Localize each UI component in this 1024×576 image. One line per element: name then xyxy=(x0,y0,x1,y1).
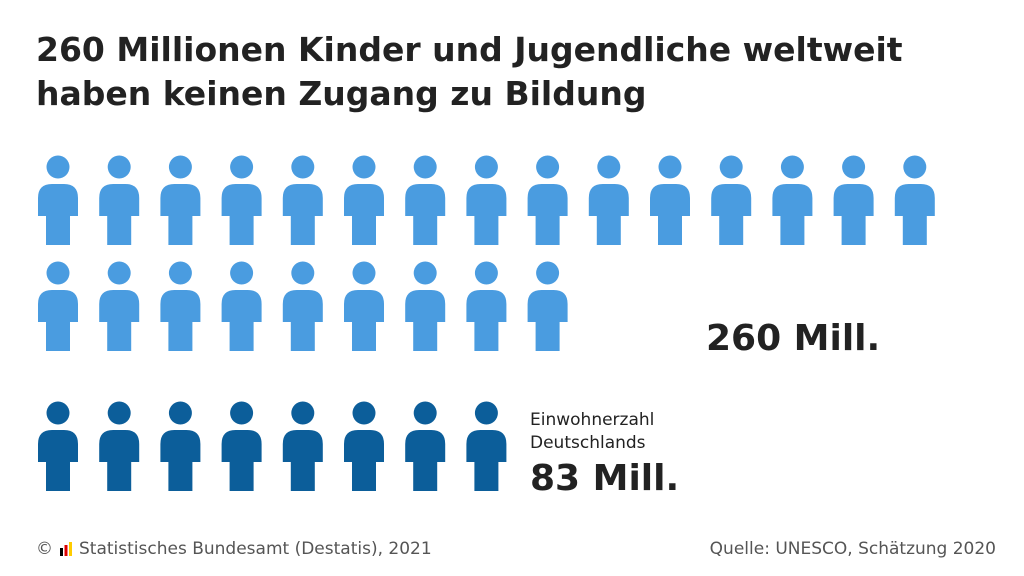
world-person-icon xyxy=(466,155,507,245)
germany-person-icon xyxy=(344,401,384,491)
destatis-logo-icon xyxy=(60,542,72,556)
world-person-icon xyxy=(160,261,201,351)
world-person-icon xyxy=(344,261,384,351)
world-person-icon xyxy=(650,155,690,245)
world-total-value-label: 260 Mill. xyxy=(706,318,881,359)
germany-label-line-2: Deutschlands xyxy=(530,433,646,453)
germany-label-line-1: Einwohnerzahl xyxy=(530,410,655,430)
germany-person-icon xyxy=(38,401,78,491)
world-person-icon xyxy=(282,261,323,351)
world-person-icon xyxy=(38,261,78,351)
chart-title: 260 Millionen Kinder und Jugendliche wel… xyxy=(36,28,996,116)
world-person-icon xyxy=(894,155,935,245)
chart-title-line-2: haben keinen Zugang zu Bildung xyxy=(36,74,647,113)
world-person-icon xyxy=(344,155,384,245)
world-person-icon xyxy=(221,261,262,351)
world-person-icon xyxy=(99,155,140,245)
world-person-icon xyxy=(711,155,752,245)
chart-title-line-1: 260 Millionen Kinder und Jugendliche wel… xyxy=(36,30,903,69)
world-person-icon xyxy=(160,155,201,245)
world-person-icon xyxy=(466,261,507,351)
germany-person-icon xyxy=(221,401,262,491)
copyright-symbol: © xyxy=(36,539,53,559)
world-person-icon xyxy=(833,155,874,245)
world-person-icon xyxy=(405,261,446,351)
world-person-icon xyxy=(588,155,629,245)
germany-person-icon xyxy=(282,401,323,491)
world-person-icon xyxy=(282,155,323,245)
world-person-icon xyxy=(38,155,78,245)
world-person-icon xyxy=(772,155,813,245)
world-person-icon xyxy=(221,155,262,245)
world-person-icon xyxy=(405,155,446,245)
germany-person-icon xyxy=(99,401,140,491)
germany-population-label: Einwohnerzahl Deutschlands xyxy=(530,409,654,455)
world-person-icon xyxy=(99,261,140,351)
footer-source-left: Statistisches Bundesamt (Destatis), 2021 xyxy=(79,539,432,559)
germany-population-value-label: 83 Mill. xyxy=(530,458,680,499)
footer-copyright: © Statistisches Bundesamt (Destatis), 20… xyxy=(36,539,432,559)
germany-person-icon xyxy=(160,401,201,491)
footer-source-right: Quelle: UNESCO, Schätzung 2020 xyxy=(709,539,996,559)
germany-person-icon xyxy=(405,401,446,491)
germany-person-icon xyxy=(466,401,507,491)
world-person-icon xyxy=(527,155,568,245)
world-person-icon xyxy=(527,261,568,351)
